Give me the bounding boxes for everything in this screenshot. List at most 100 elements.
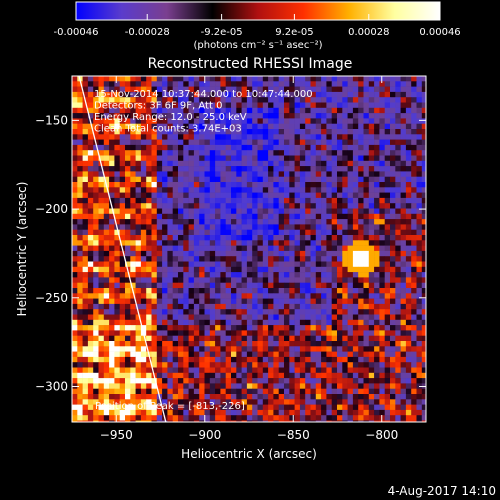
heatmap-cell xyxy=(347,171,354,177)
heatmap-cell xyxy=(400,235,407,241)
heatmap-cell xyxy=(390,404,396,411)
heatmap-cell xyxy=(363,86,370,93)
heatmap-cell xyxy=(278,293,285,299)
heatmap-cell xyxy=(416,250,423,257)
heatmap-cell xyxy=(167,107,173,114)
heatmap-cell xyxy=(342,229,348,236)
heatmap-cell xyxy=(178,351,184,358)
heatmap-cell xyxy=(77,351,83,358)
heatmap-cell xyxy=(236,272,242,278)
heatmap-cell xyxy=(390,129,396,135)
heatmap-cell xyxy=(347,81,354,87)
heatmap-cell xyxy=(416,277,423,283)
heatmap-cell xyxy=(72,150,78,156)
heatmap-cell xyxy=(87,123,94,130)
heatmap-cell xyxy=(82,182,89,188)
heatmap-cell xyxy=(193,219,200,225)
heatmap-cell xyxy=(299,309,306,315)
heatmap-cell xyxy=(289,86,295,93)
heatmap-cell xyxy=(374,235,380,241)
heatmap-cell xyxy=(156,224,163,230)
heatmap-cell xyxy=(72,166,78,172)
heatmap-cell xyxy=(156,250,163,257)
heatmap-cell xyxy=(220,235,226,241)
heatmap-cell xyxy=(119,102,126,109)
heatmap-cell xyxy=(246,288,253,294)
heatmap-cell xyxy=(326,81,332,87)
heatmap-cell xyxy=(151,250,158,257)
heatmap-cell xyxy=(305,256,311,262)
heatmap-cell xyxy=(379,213,385,220)
heatmap-cell xyxy=(405,91,412,98)
heatmap-cell xyxy=(199,182,205,188)
heatmap-cell xyxy=(151,134,158,140)
heatmap-cell xyxy=(98,224,105,230)
heatmap-cell xyxy=(236,113,242,119)
heatmap-cell xyxy=(347,150,354,156)
heatmap-cell xyxy=(310,150,317,156)
heatmap-cell xyxy=(220,91,226,98)
heatmap-cell xyxy=(231,235,237,241)
heatmap-cell xyxy=(268,325,274,331)
heatmap-cell xyxy=(363,250,370,257)
heatmap-cell xyxy=(289,303,295,310)
heatmap-cell xyxy=(310,372,317,379)
heatmap-cell xyxy=(246,303,253,310)
heatmap-cell xyxy=(368,250,375,257)
heatmap-cell xyxy=(252,378,258,384)
heatmap-cell xyxy=(209,139,216,146)
heatmap-cell xyxy=(204,91,211,98)
heatmap-cell xyxy=(284,330,290,336)
heatmap-cell xyxy=(374,367,380,374)
heatmap-cell xyxy=(119,203,126,209)
heatmap-cell xyxy=(405,261,412,268)
heatmap-cell xyxy=(114,372,120,379)
heatmap-cell xyxy=(178,91,184,98)
heatmap-cell xyxy=(246,335,253,342)
heatmap-cell xyxy=(204,76,211,82)
heatmap-cell xyxy=(305,250,311,257)
heatmap-cell xyxy=(162,182,168,188)
heatmap-cell xyxy=(262,346,269,352)
heatmap-cell xyxy=(315,182,322,188)
heatmap-cell xyxy=(140,261,147,268)
heatmap-cell xyxy=(98,319,105,326)
heatmap-cell xyxy=(379,81,385,87)
heatmap-cell xyxy=(82,176,89,183)
heatmap-cell xyxy=(167,266,173,273)
heatmap-cell xyxy=(188,224,195,230)
heatmap-cell xyxy=(114,250,120,257)
heatmap-cell xyxy=(172,383,179,389)
heatmap-cell xyxy=(384,208,391,215)
heatmap-cell xyxy=(199,81,205,87)
heatmap-cell xyxy=(119,192,126,199)
heatmap-cell xyxy=(315,272,322,278)
heatmap-cell xyxy=(395,293,401,299)
heatmap-cell xyxy=(188,362,195,368)
heatmap-cell xyxy=(188,219,195,225)
heatmap-cell xyxy=(257,224,264,230)
heatmap-cell xyxy=(109,319,115,326)
heatmap-cell xyxy=(315,388,322,395)
heatmap-cell xyxy=(156,139,163,146)
heatmap-cell xyxy=(262,288,269,294)
heatmap-cell xyxy=(289,319,295,326)
heatmap-cell xyxy=(167,303,173,310)
heatmap-cell xyxy=(331,388,338,395)
heatmap-cell xyxy=(225,415,232,421)
heatmap-cell xyxy=(204,229,211,236)
heatmap-cell xyxy=(162,219,168,225)
heatmap-cell xyxy=(421,203,426,209)
heatmap-cell xyxy=(172,404,179,411)
heatmap-cell xyxy=(135,150,142,156)
heatmap-cell xyxy=(310,240,317,246)
heatmap-cell xyxy=(146,97,152,103)
heatmap-cell xyxy=(125,335,131,342)
heatmap-cell xyxy=(379,303,385,310)
heatmap-cell xyxy=(390,91,396,98)
heatmap-cell xyxy=(273,293,279,299)
heatmap-cell xyxy=(289,219,295,225)
heatmap-cell xyxy=(151,160,158,167)
heatmap-cell xyxy=(193,420,200,422)
heatmap-cell xyxy=(358,362,364,368)
